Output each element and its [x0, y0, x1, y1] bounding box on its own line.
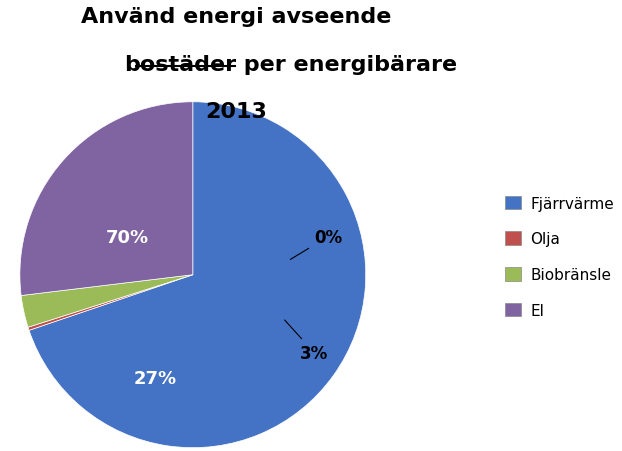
- Legend: Fjärrvärme, Olja, Biobränsle, El: Fjärrvärme, Olja, Biobränsle, El: [504, 196, 615, 318]
- Text: 70%: 70%: [106, 228, 149, 246]
- Text: 0%: 0%: [290, 228, 342, 260]
- Text: 2013: 2013: [205, 101, 267, 121]
- Text: per energibärare: per energibärare: [236, 55, 458, 75]
- Wedge shape: [20, 102, 193, 296]
- Wedge shape: [29, 102, 366, 448]
- Text: Använd energi avseende: Använd energi avseende: [81, 7, 391, 27]
- Wedge shape: [28, 275, 193, 331]
- Wedge shape: [21, 275, 193, 327]
- Text: bostäder: bostäder: [124, 55, 236, 75]
- Text: 3%: 3%: [285, 320, 328, 362]
- Text: 27%: 27%: [133, 370, 176, 387]
